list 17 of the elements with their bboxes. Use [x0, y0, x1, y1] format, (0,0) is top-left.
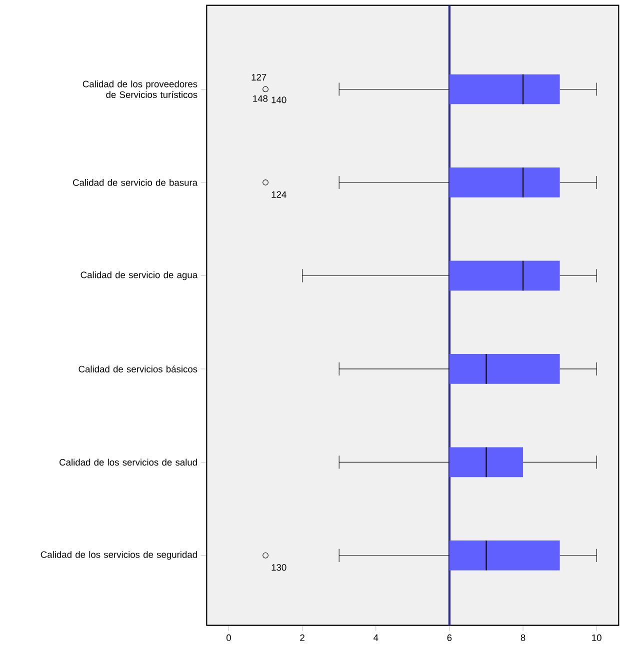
x-tick-label: 0	[226, 634, 231, 642]
x-tick-label: 8	[520, 634, 526, 642]
x-tick-label: 6	[447, 634, 452, 642]
y-tick-label: Calidad de servicios básicos	[78, 365, 198, 372]
annotation: 148	[253, 95, 268, 102]
annotation: 127	[252, 74, 266, 80]
x-tick-label: 2	[300, 634, 304, 641]
y-tick-label: Calidad de servicio de agua	[80, 271, 198, 280]
y-tick-label: Calidad de los proveedores de Servicios turísticos	[82, 80, 198, 98]
x-tick-label: 4	[373, 634, 378, 641]
x-tick-label: 10	[592, 634, 602, 642]
annotation: 130	[272, 564, 286, 571]
annotation: 140	[272, 96, 286, 104]
y-tick-label: Calidad de servicio de basura	[73, 179, 198, 186]
y-tick-label: Calidad de los servicios de salud	[60, 458, 197, 466]
annotation: 124	[272, 191, 286, 198]
y-tick-label: Calidad de los servicios de seguridad	[40, 551, 197, 560]
